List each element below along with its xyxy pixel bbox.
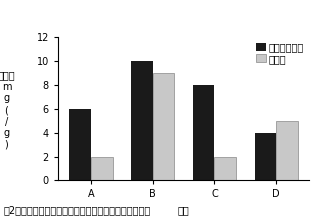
Bar [193,85,214,180]
Bar [254,133,276,180]
Text: 図2）クロロゲン酸とルチンの含有量の産地による比較: 図2）クロロゲン酸とルチンの含有量の産地による比較 [3,206,150,216]
Bar [69,109,91,180]
Bar [276,121,298,180]
Bar [131,61,153,180]
X-axis label: 産地: 産地 [178,205,189,215]
Bar [214,157,236,180]
Bar [153,73,174,180]
Bar [91,157,113,180]
Legend: クロロゲン酸, ルチン: クロロゲン酸, ルチン [253,39,307,67]
Text: 含有量
m
g
(
/
g
): 含有量 m g ( / g ) [0,70,15,150]
